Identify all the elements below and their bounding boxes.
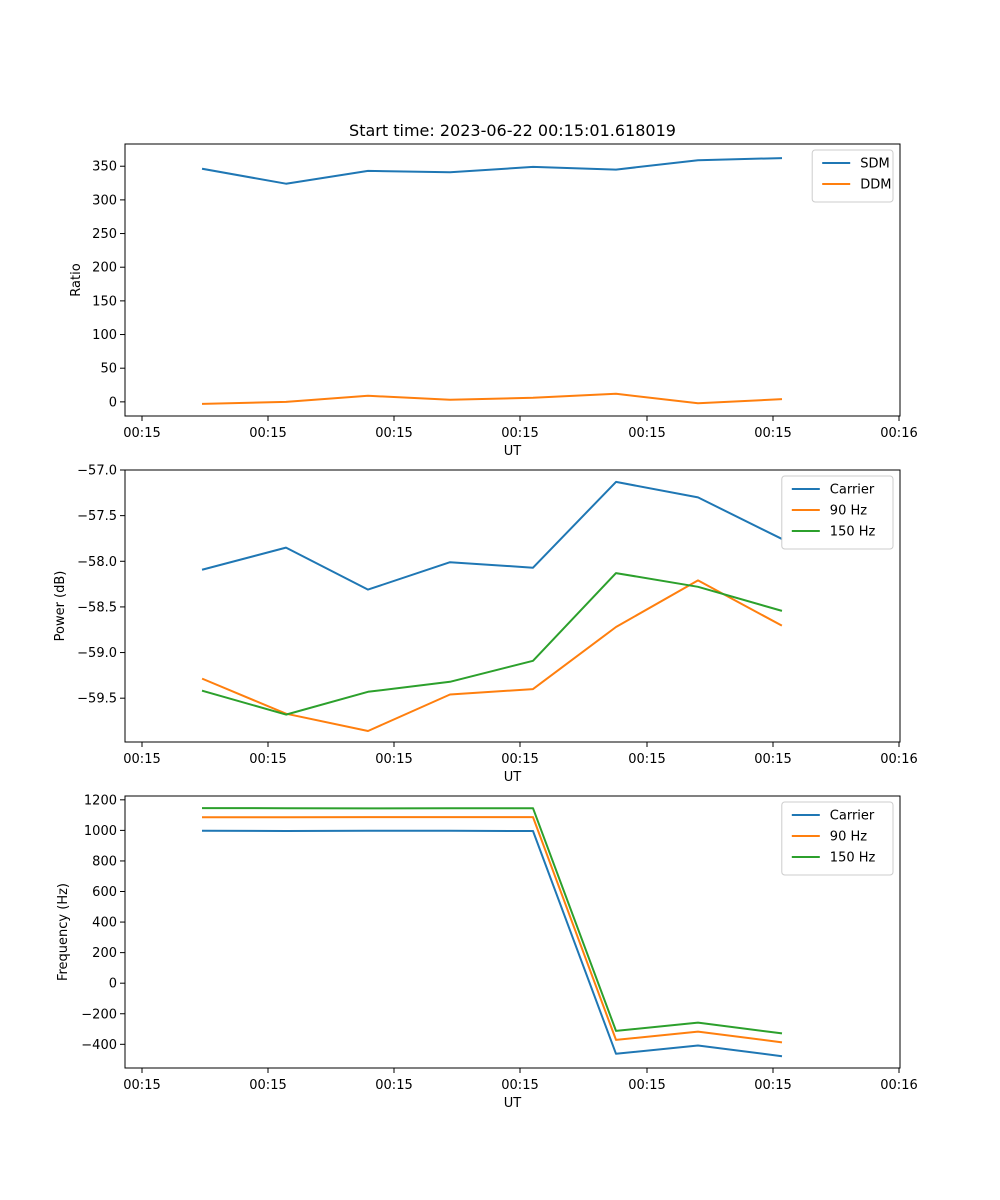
- y-axis-label: Power (dB): [53, 571, 68, 642]
- y-tick-label: 300: [92, 193, 117, 208]
- axes-frame: [124, 469, 901, 743]
- series-line-sdm: [201, 157, 783, 185]
- legend-label: 150 Hz: [830, 851, 876, 866]
- x-tick-label: 00:15: [754, 426, 791, 441]
- x-tick-label: 00:15: [123, 752, 160, 767]
- y-tick-label: 0: [109, 977, 117, 992]
- legend: SDM DDM: [811, 149, 894, 203]
- y-tick-label: 1000: [84, 824, 117, 839]
- x-axis-label: UT: [504, 770, 522, 785]
- y-tick-label: −57.5: [77, 509, 117, 524]
- y-axis-label: Frequency (Hz): [56, 883, 71, 981]
- x-tick-label: 00:15: [249, 1078, 286, 1093]
- legend-label: SDM: [860, 157, 889, 172]
- axes-frame: [124, 795, 901, 1069]
- y-tick-label: 100: [92, 328, 117, 343]
- x-tick-label: 00:15: [501, 1078, 538, 1093]
- legend-label: 90 Hz: [830, 504, 867, 519]
- x-axis-label: UT: [504, 444, 522, 459]
- x-tick-label: 00:15: [375, 426, 412, 441]
- x-tick-label: 00:15: [754, 1078, 791, 1093]
- chart-panel-1: 00:15 00:15 00:15 00:15 00:15 00:15 00:16 0 50 10…: [69, 143, 918, 459]
- y-tick-label: −400: [81, 1038, 117, 1053]
- x-tick-label: 00:16: [880, 426, 917, 441]
- series-line-90-hz: [201, 579, 783, 732]
- legend-label: Carrier: [830, 483, 875, 498]
- x-tick-label: 00:15: [123, 1078, 160, 1093]
- y-tick-label: 250: [92, 227, 117, 242]
- legend: Carrier 90 Hz 150 Hz: [781, 801, 894, 876]
- axes-frame: [124, 143, 901, 417]
- legend-label: 90 Hz: [830, 830, 867, 845]
- y-tick-label: −59.0: [77, 646, 117, 661]
- legend-label: DDM: [860, 178, 891, 193]
- y-tick-label: 600: [92, 885, 117, 900]
- x-tick-label: 00:15: [375, 752, 412, 767]
- series-line-90-hz: [202, 816, 783, 1044]
- x-tick-label: 00:15: [501, 426, 538, 441]
- series-line-carrier: [201, 829, 783, 1058]
- x-tick-label: 00:15: [501, 752, 538, 767]
- x-tick-label: 00:15: [249, 426, 286, 441]
- x-tick-label: 00:15: [123, 426, 160, 441]
- legend: Carrier 90 Hz 150 Hz: [781, 475, 894, 550]
- series-line-150-hz: [201, 807, 783, 1035]
- series-line-150-hz: [201, 572, 783, 716]
- y-tick-label: −58.0: [77, 555, 117, 570]
- y-tick-label: −200: [81, 1007, 117, 1022]
- y-tick-label: 150: [92, 294, 117, 309]
- y-tick-label: 350: [92, 160, 117, 175]
- y-tick-label: −58.5: [77, 600, 117, 615]
- x-tick-label: 00:15: [628, 752, 665, 767]
- y-tick-label: 800: [92, 854, 117, 869]
- x-tick-label: 00:15: [628, 1078, 665, 1093]
- x-tick-label: 00:16: [880, 1078, 917, 1093]
- x-tick-label: 00:15: [754, 752, 791, 767]
- legend-label: 150 Hz: [830, 525, 876, 540]
- y-tick-label: −57.0: [77, 464, 117, 479]
- figure-title: Start time: 2023-06-22 00:15:01.618019: [349, 121, 676, 140]
- y-tick-label: 0: [109, 395, 117, 410]
- y-tick-label: 50: [100, 362, 117, 377]
- series-line-ddm: [201, 392, 783, 405]
- x-tick-label: 00:15: [375, 1078, 412, 1093]
- y-tick-label: 200: [92, 261, 117, 276]
- y-tick-label: −59.5: [77, 692, 117, 707]
- x-tick-label: 00:15: [628, 426, 665, 441]
- y-tick-label: 1200: [84, 793, 117, 808]
- y-tick-label: 200: [92, 946, 117, 961]
- y-axis-label: Ratio: [69, 263, 84, 296]
- x-axis-label: UT: [504, 1096, 522, 1111]
- chart-panel-2: 00:15 00:15 00:15 00:15 00:15 00:15 00:16 −57.0…: [53, 464, 918, 786]
- chart-panel-3: 00:15 00:15 00:15 00:15 00:15 00:15 00:16 −400 −…: [56, 793, 918, 1111]
- panels: 00:15 00:15 00:15 00:15 00:15 00:15 00:16 0 50 10…: [53, 143, 918, 1111]
- x-tick-label: 00:16: [880, 752, 917, 767]
- x-tick-label: 00:15: [249, 752, 286, 767]
- y-tick-label: 400: [92, 916, 117, 931]
- series-line-carrier: [201, 480, 783, 591]
- legend-label: Carrier: [830, 809, 875, 824]
